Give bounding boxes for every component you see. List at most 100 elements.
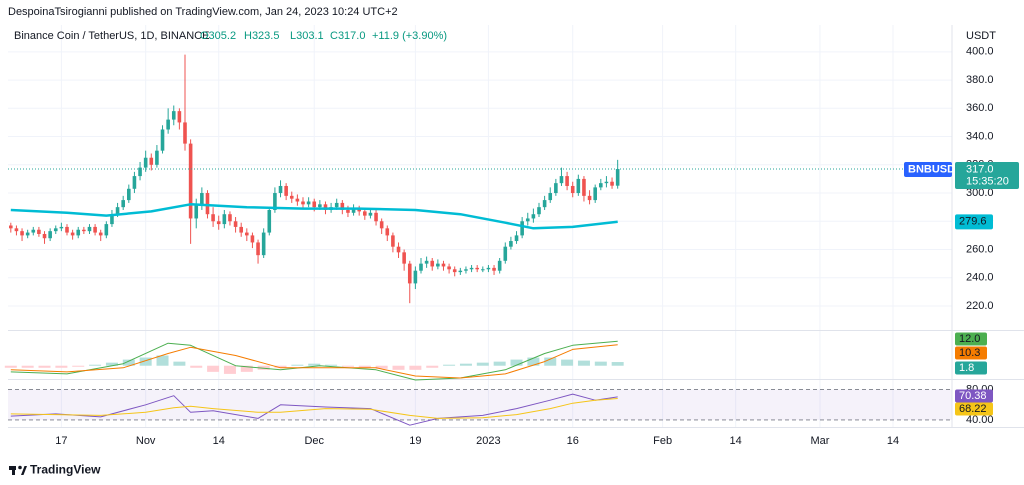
rsi-tag-box — [955, 389, 993, 403]
candle-body — [93, 226, 97, 233]
candle-body — [289, 195, 294, 199]
candle-body — [481, 269, 485, 271]
candle-body — [436, 263, 440, 267]
macd-histogram-bar — [4, 365, 17, 368]
candle-body — [599, 183, 603, 188]
candle-body — [98, 232, 103, 236]
macd-histogram-bar — [223, 365, 236, 374]
candle-body — [115, 207, 120, 215]
x-tick-label: 17 — [55, 435, 67, 447]
y-tick-label: 220.0 — [966, 300, 994, 312]
candle-body — [531, 214, 536, 219]
x-tick-label: Mar — [810, 435, 829, 447]
macd-histogram-bar — [392, 365, 405, 370]
macd-histogram-bar — [72, 365, 85, 367]
candle-body — [177, 111, 182, 123]
candle-body — [312, 201, 317, 208]
candle-body — [340, 202, 345, 210]
macd-histogram-bar — [409, 365, 422, 370]
macd-histogram-bar — [139, 357, 152, 366]
macd-histogram-bar — [611, 362, 624, 366]
macd-histogram-bar — [443, 364, 456, 366]
candle-body — [25, 232, 30, 236]
ma-tag: 279.6 — [959, 216, 987, 228]
candle-body — [171, 111, 176, 120]
candle-body — [48, 231, 52, 239]
candle-body — [334, 202, 339, 208]
y-tick-label: 380.0 — [966, 74, 994, 86]
x-tick-label: 14 — [887, 435, 899, 447]
ohlc-low: L303.1 — [290, 30, 324, 42]
candle-body — [245, 232, 249, 236]
signal-tag: 10.3 — [959, 347, 980, 359]
candle-body — [31, 229, 36, 233]
macd-histogram-bar — [476, 362, 489, 366]
candle-body — [37, 229, 41, 234]
macd-histogram-bar — [122, 359, 135, 366]
candle-body — [149, 157, 154, 165]
candle-body — [570, 185, 575, 194]
symbol-tag: BNBUSDT — [908, 163, 962, 175]
marks — [4, 54, 952, 426]
rsi-ma-tag-box — [955, 402, 993, 416]
macd-signal-line — [10, 344, 618, 379]
ohlc-open: O305.2 — [200, 30, 236, 42]
candle-body — [194, 204, 199, 219]
candle-body — [65, 226, 69, 233]
macd-histogram-bar — [240, 365, 253, 372]
macd-histogram-bar — [291, 364, 304, 366]
macd-line — [10, 340, 618, 381]
logo-part — [12, 466, 15, 475]
countdown: 15:35:20 — [966, 175, 1009, 187]
candle-body — [267, 209, 272, 233]
y-tick-label: 260.0 — [966, 243, 994, 255]
y-tick-label: 340.0 — [966, 130, 994, 142]
histogram-tag-box — [955, 361, 987, 375]
candle-body — [559, 176, 564, 184]
candle-body — [486, 267, 491, 270]
candle-body — [464, 269, 468, 271]
candle-body — [593, 187, 597, 201]
x-tick-label: Nov — [136, 435, 156, 447]
macd-histogram-bar — [38, 365, 51, 368]
candle-body — [469, 267, 474, 270]
candle-body — [391, 235, 395, 247]
candle-body — [261, 232, 266, 256]
candle-body — [110, 214, 114, 225]
macd-tag: 12.0 — [959, 333, 980, 345]
macd-tag-box — [955, 332, 987, 346]
macd-histogram-bar — [274, 365, 287, 368]
candle-body — [565, 176, 569, 186]
macd-histogram-bar — [308, 363, 321, 366]
y-tick-label: 300.0 — [966, 187, 994, 199]
signal-tag-box — [955, 346, 987, 360]
candle-body — [318, 204, 322, 208]
candle-body — [587, 195, 592, 201]
candle-body — [346, 209, 350, 213]
chart-title: Binance Coin / TetherUS, 1D, BINANCE — [14, 30, 209, 42]
macd-histogram-bar — [493, 361, 506, 366]
candle-body — [216, 221, 221, 225]
candle-body — [222, 214, 227, 225]
candle-body — [604, 181, 609, 184]
candle-body — [323, 204, 328, 210]
candle-body — [104, 224, 109, 236]
currency: USDT — [966, 30, 996, 42]
candle-body — [306, 201, 311, 205]
macd-histogram-bar — [156, 355, 169, 366]
macd-histogram-bar — [21, 365, 34, 368]
rsi-tick-label: 40.00 — [966, 414, 994, 426]
candle-body — [430, 260, 435, 267]
ohlc-close: C317.0 — [330, 30, 365, 42]
candle-body — [419, 263, 423, 271]
y-tick-label: 240.0 — [966, 272, 994, 284]
candle-body — [542, 200, 547, 208]
rsi-tag: 70.38 — [959, 390, 987, 402]
macd-histogram-bar — [190, 365, 203, 368]
candle-body — [14, 228, 19, 232]
candle-body — [424, 260, 429, 264]
candle-body — [155, 150, 159, 165]
candle-body — [441, 263, 446, 267]
